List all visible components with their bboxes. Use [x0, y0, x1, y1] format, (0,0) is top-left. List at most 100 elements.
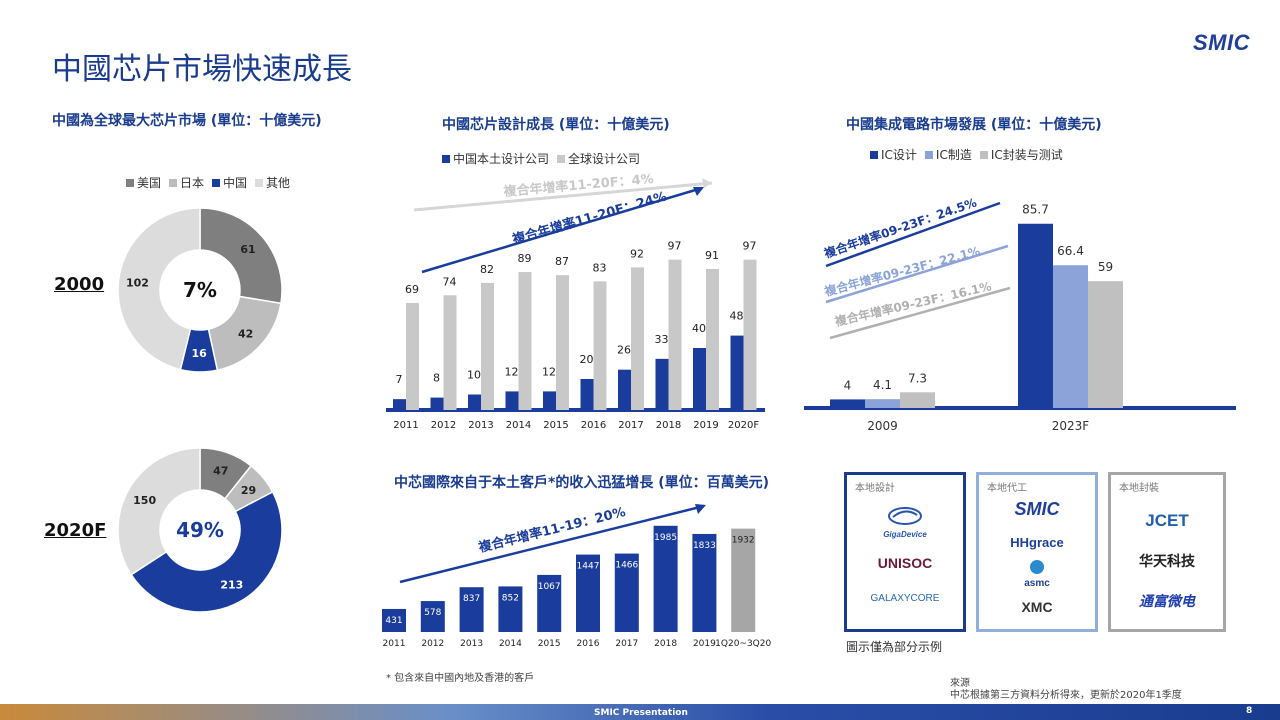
bar-IC设计: [1018, 223, 1053, 408]
cagr-arrow-global: [413, 181, 713, 212]
donut-center-percent: 49%: [176, 518, 224, 542]
legend-swatch: [255, 178, 264, 187]
data-label: 1466: [615, 561, 638, 571]
bar-global-design: [406, 303, 419, 410]
bar-china-design: [655, 358, 669, 410]
donut-value-label: 29: [241, 484, 256, 497]
bar-IC设计: [830, 399, 865, 408]
chart2-ic-market: 4 4.1 7.3200985.766.4592023F複合年增率09-23F：24…: [804, 194, 1236, 433]
page-number: 8: [1246, 706, 1253, 716]
donut-chart-2020f: 47 29 213 150 49%: [117, 447, 283, 613]
x-tick-label: 2011: [383, 639, 406, 649]
chart1-title: 中國芯片設計成長 (單位：十億美元): [442, 117, 670, 133]
data-label: 40: [692, 322, 706, 335]
bar-IC制造: [865, 399, 900, 408]
donut-chart-2000: 61 42 16 102 7%: [117, 207, 283, 373]
donut-slice: [130, 490, 283, 613]
cagr-arrow: [825, 201, 1001, 268]
x-tick-label: 2019: [693, 420, 718, 431]
data-label: 59: [1098, 260, 1113, 274]
data-label: 87: [555, 255, 569, 268]
chart2-legend: IC设计 IC制造 IC封装与测试: [862, 146, 1063, 163]
x-tick-label: 2014: [506, 420, 531, 431]
x-tick-label: 2012: [421, 639, 444, 649]
data-label: 66.4: [1057, 244, 1084, 258]
x-tick-label: 2011: [393, 420, 418, 431]
x-tick-label: 2017: [618, 420, 643, 431]
data-label: 74: [443, 275, 457, 288]
galaxycore-logo: GALAXYCORE: [870, 593, 940, 604]
donut-value-label: 42: [238, 327, 253, 340]
data-label: 83: [593, 261, 607, 274]
legend-label: IC封装与测试: [990, 148, 1063, 162]
donut-slice: [199, 207, 283, 305]
donut-value-label: 47: [213, 465, 228, 478]
bar-china-design: [468, 394, 481, 410]
jcet-logo: JCET: [1145, 511, 1189, 530]
data-label: 852: [502, 593, 519, 603]
data-label: 4.1: [873, 378, 892, 392]
revenue-bar: [614, 553, 639, 632]
bar-IC封装与测试: [1088, 281, 1123, 408]
revenue-bar: [731, 528, 756, 632]
data-label: 92: [630, 247, 644, 260]
donut-value-label: 61: [240, 243, 255, 256]
revenue-bar: [576, 554, 600, 632]
data-label: 97: [743, 240, 757, 253]
legend-swatch: [870, 150, 878, 159]
donut-value-label: 150: [133, 494, 156, 507]
legend-swatch: [442, 154, 450, 163]
bar-global-design: [631, 267, 644, 410]
cagr-arrow: [825, 244, 1009, 304]
gigadevice-name: GigaDevice: [883, 530, 927, 539]
bar-global-design: [443, 295, 457, 410]
legend-label: IC设计: [881, 148, 917, 162]
data-label: 1067: [538, 582, 561, 592]
bar-global-design: [706, 268, 719, 410]
partner-box-packaging-label: 本地封裝: [1119, 483, 1159, 494]
data-label: 837: [463, 594, 480, 604]
bar-global-design: [518, 272, 532, 410]
data-label: 89: [518, 252, 532, 265]
data-label: 578: [424, 608, 441, 618]
chart2-title: 中國集成電路市場發展 (單位：十億美元): [846, 117, 1102, 133]
bar-china-design: [580, 379, 594, 410]
partner-box-foundry-label: 本地代工: [987, 483, 1027, 494]
data-label: 1833: [693, 541, 716, 551]
data-label: 8: [433, 372, 440, 385]
x-tick-label: 2018: [656, 420, 681, 431]
partner-box-foundry: 本地代工 SMIC HHgrace asmc XMC: [976, 472, 1098, 632]
source-label: 來源: [950, 678, 970, 689]
bar-global-design: [593, 281, 607, 410]
x-tick-label: 2020F: [728, 420, 759, 431]
data-label: 431: [385, 616, 402, 626]
bar-global-design: [481, 282, 494, 410]
chart1-design-growth: 69 7 2011 74 8 2012 82 10 2013 89 12 2014 87 12 2015 83…: [386, 171, 765, 431]
tongfu-logo: 通富微电: [1139, 593, 1195, 609]
data-label: 33: [655, 333, 669, 346]
data-label: 7: [396, 373, 403, 386]
revenue-bar: [498, 586, 523, 632]
x-tick-label: 2012: [431, 420, 456, 431]
revenue-bar: [653, 525, 678, 632]
data-label: 1932: [732, 536, 755, 546]
donut-value-label: 16: [191, 347, 207, 360]
chart1-legend: 中国本土设计公司 全球设计公司: [434, 150, 640, 167]
bar-china-design: [730, 335, 744, 410]
donut-year-2000: 2000: [54, 274, 105, 295]
donut-year-2020f: 2020F: [44, 520, 107, 541]
bar-china-design: [393, 399, 406, 410]
revenue-bar: [459, 587, 484, 632]
hhgrace-logo: HHgrace: [1010, 535, 1064, 550]
x-tick-label: 2019: [693, 639, 716, 649]
x-tick-label: 2016: [581, 420, 606, 431]
data-label: 10: [467, 369, 481, 382]
donut-value-label: 102: [126, 276, 149, 289]
x-tick-label: 2015: [543, 420, 568, 431]
bar-china-design: [430, 397, 444, 410]
data-label: 97: [668, 240, 682, 253]
donut-legend: 美国 日本 中国 其他: [118, 174, 290, 191]
cagr-arrow: [829, 286, 1011, 340]
bar-IC制造: [1053, 265, 1088, 408]
x-tick-label: 2023F: [1052, 419, 1090, 433]
